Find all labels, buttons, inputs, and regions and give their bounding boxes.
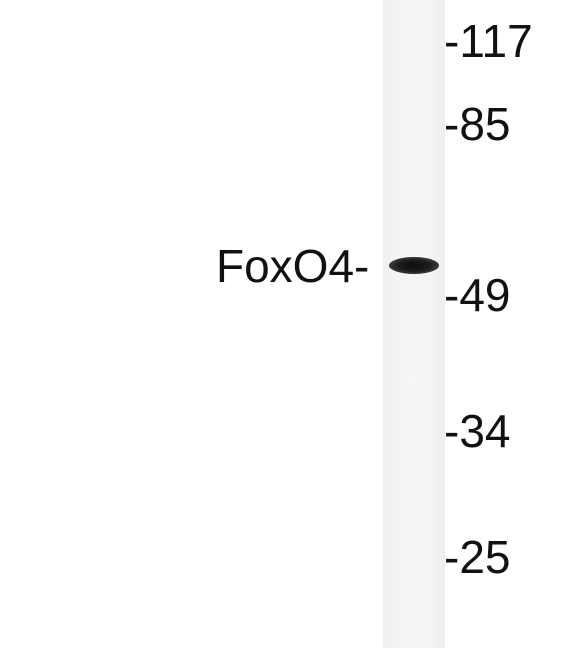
gel-lane: [383, 0, 445, 648]
protein-band: [389, 257, 439, 274]
marker-34: -34: [444, 408, 510, 454]
band-label: FoxO4-: [216, 243, 369, 289]
marker-117: -117: [444, 18, 533, 64]
marker-85: -85: [444, 101, 510, 147]
marker-49: -49: [444, 272, 510, 318]
marker-25: -25: [444, 534, 510, 580]
